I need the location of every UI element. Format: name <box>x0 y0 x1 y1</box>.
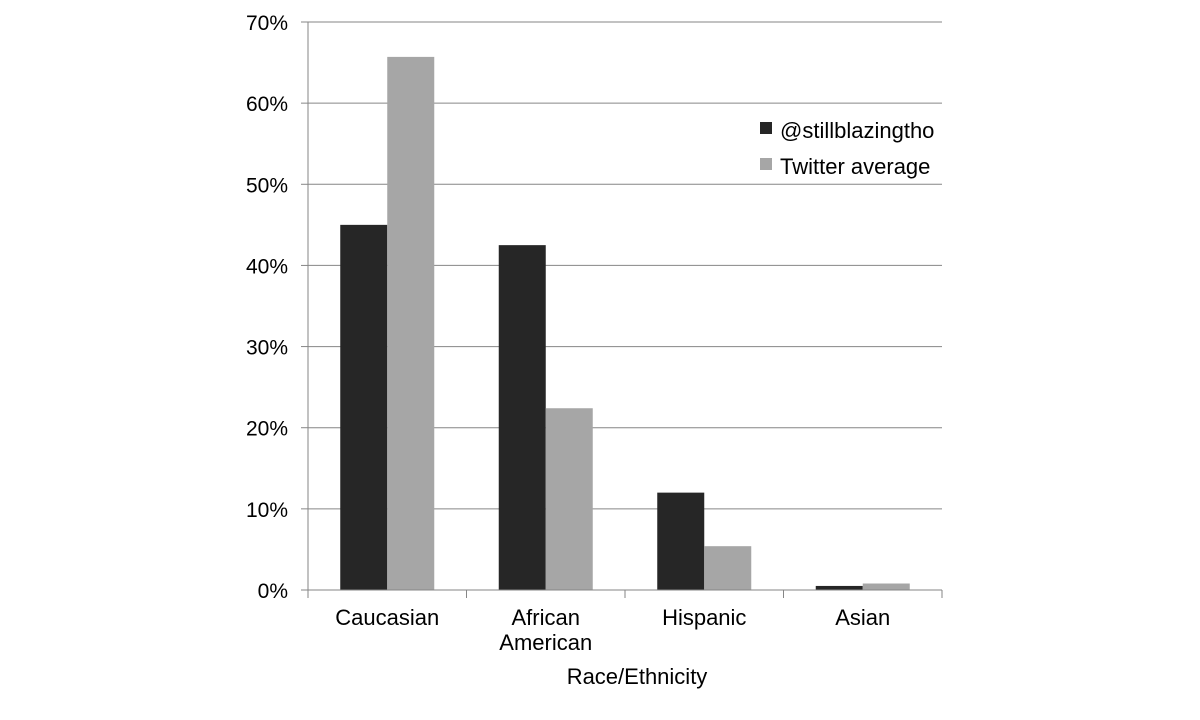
y-tick-label: 50% <box>246 174 288 197</box>
legend-label: Twitter average <box>780 154 930 179</box>
bar <box>387 56 435 591</box>
y-tick-label: 10% <box>246 499 288 522</box>
bar <box>340 224 388 590</box>
legend: @stillblazingtho Twitter average <box>760 118 934 179</box>
bar <box>498 245 546 590</box>
axes <box>301 21 943 598</box>
y-tick-label: 60% <box>246 93 288 116</box>
bar <box>704 546 752 590</box>
y-tick-label: 70% <box>246 12 288 35</box>
x-category-label: Caucasian <box>335 605 439 630</box>
y-tick-label: 40% <box>246 255 288 278</box>
legend-swatch <box>760 158 772 170</box>
x-category-label: American <box>499 630 592 655</box>
bar <box>545 408 593 590</box>
x-axis-title: Race/Ethnicity <box>567 664 708 689</box>
legend-label: @stillblazingtho <box>780 118 934 143</box>
bar <box>657 492 705 590</box>
x-category-label: African <box>512 605 580 630</box>
bar <box>862 583 910 590</box>
x-category-label: Hispanic <box>662 605 746 630</box>
bar <box>815 585 863 590</box>
bars <box>340 56 910 591</box>
y-tick-label: 0% <box>258 580 288 603</box>
x-category-label: Asian <box>835 605 890 630</box>
y-tick-label: 20% <box>246 418 288 441</box>
y-tick-label: 30% <box>246 337 288 360</box>
legend-swatch <box>760 122 772 134</box>
labels: 0%10%20%30%40%50%60%70%Caucasian AfricanA… <box>246 12 890 689</box>
